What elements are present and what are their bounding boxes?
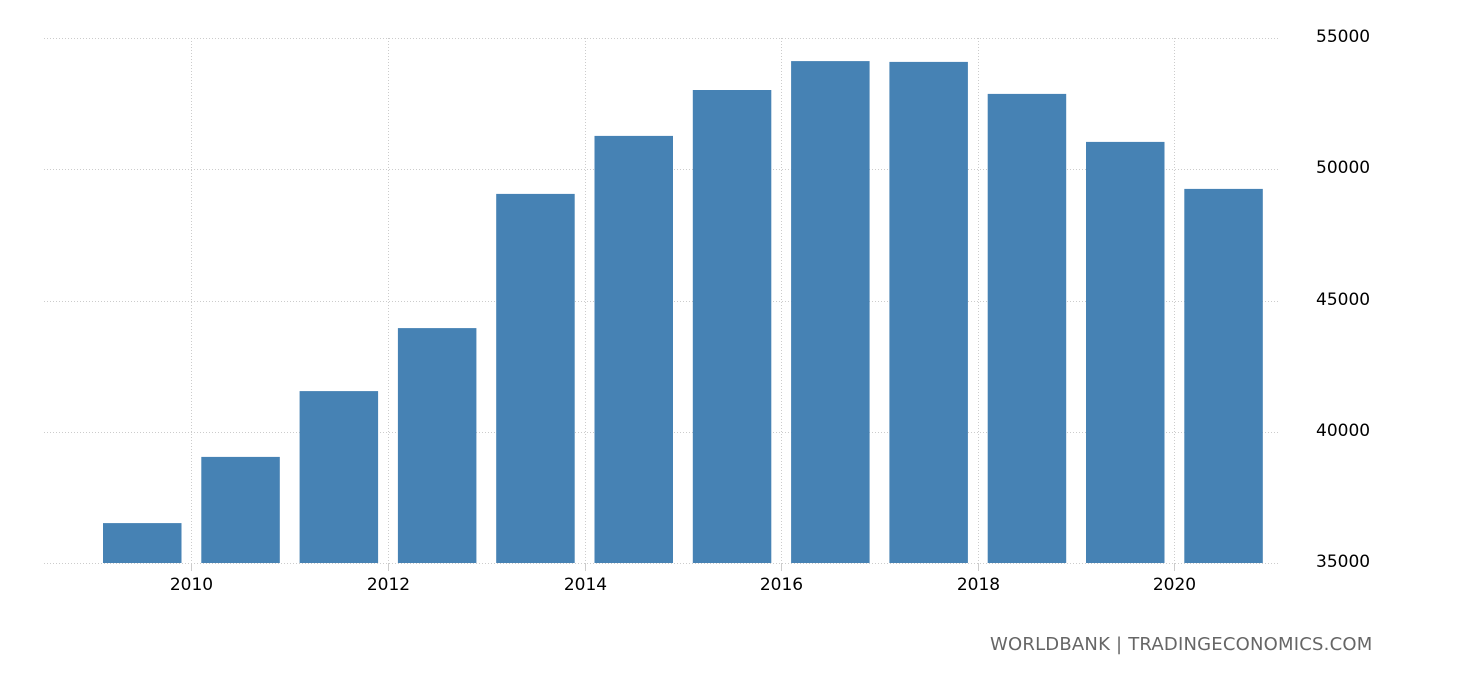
bar-2012 (397, 328, 477, 563)
x-tick-label: 2020 (1152, 575, 1197, 595)
y-tick-label: 40000 (1316, 420, 1371, 441)
bar-2019 (1086, 141, 1165, 563)
x-tick-label: 2010 (169, 575, 214, 595)
x-tick-label: 2016 (759, 575, 804, 595)
y-tick-label: 50000 (1316, 157, 1371, 178)
bar-2009 (103, 523, 182, 563)
bar-2015 (692, 90, 772, 563)
y-tick-label: 45000 (1316, 289, 1371, 310)
y-tick-label: 35000 (1316, 551, 1371, 572)
bar-2020 (1184, 188, 1263, 563)
x-tick-label: 2012 (366, 575, 411, 595)
x-tick-label: 2014 (563, 575, 608, 595)
bar-2014 (594, 135, 673, 563)
bar-series (103, 61, 1263, 564)
bar-2011 (299, 391, 379, 563)
bar-2017 (889, 61, 968, 564)
x-tick-label: 2018 (956, 575, 1001, 595)
source-label: WORLDBANK | TRADINGECONOMICS.COM (990, 634, 1373, 655)
bar-2010 (201, 456, 280, 563)
bar-2013 (496, 193, 575, 563)
y-tick-label: 55000 (1316, 26, 1371, 47)
bar-2018 (987, 93, 1067, 564)
bar-2016 (791, 61, 870, 563)
